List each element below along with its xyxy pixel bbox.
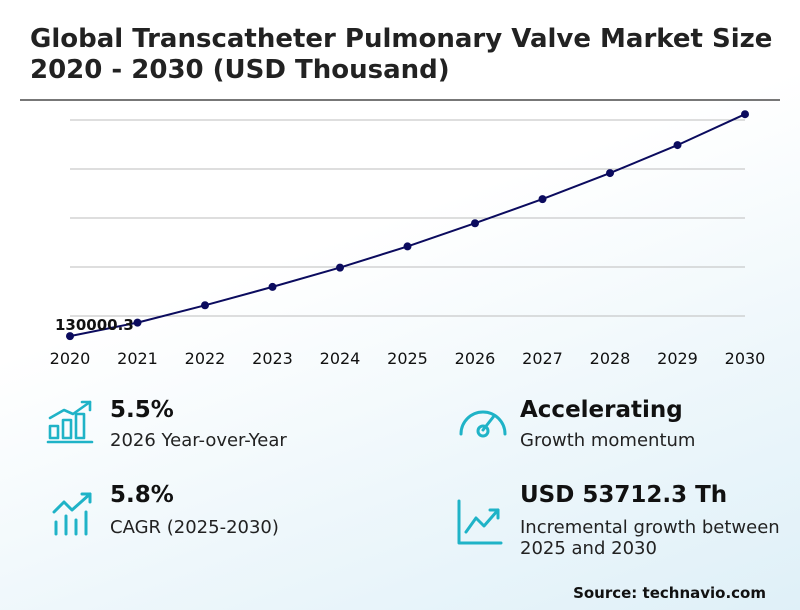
data-point-2026 — [471, 219, 479, 228]
grid-lines — [70, 119, 745, 317]
x-tick-2020: 2020 — [50, 349, 91, 368]
title-divider — [20, 99, 780, 101]
data-label-2020: 130000.3 — [55, 316, 134, 334]
kpi-incremental-label: Incremental growth between 2025 and 2030 — [520, 517, 780, 559]
x-tick-2027: 2027 — [522, 349, 563, 368]
x-tick-2023: 2023 — [252, 349, 293, 368]
data-point-2021 — [133, 318, 142, 327]
data-point-2027 — [538, 195, 547, 204]
x-tick-2022: 2022 — [185, 349, 226, 368]
line-chart-icon — [457, 499, 503, 545]
x-tick-2021: 2021 — [117, 349, 158, 368]
growth-chart-icon — [52, 492, 92, 536]
data-point-2020 — [66, 332, 74, 341]
data-points — [66, 110, 749, 341]
kpi-incremental-value: USD 53712.3 Th — [520, 482, 728, 508]
series-line — [69, 113, 746, 338]
x-tick-2030: 2030 — [725, 349, 766, 368]
kpi-yoy-value: 5.5% — [110, 397, 174, 423]
chart-title: Global Transcatheter Pulmonary Valve Mar… — [30, 24, 773, 85]
data-point-2023 — [268, 282, 277, 291]
kpi-momentum-value: Accelerating — [520, 397, 683, 423]
data-point-2029 — [673, 141, 682, 150]
data-point-2024 — [336, 263, 344, 272]
data-point-2022 — [201, 301, 209, 310]
x-tick-2029: 2029 — [657, 349, 698, 368]
data-point-2028 — [606, 169, 614, 178]
kpi-yoy-label: 2026 Year-over-Year — [110, 430, 287, 451]
x-tick-2026: 2026 — [455, 349, 496, 368]
x-tick-2028: 2028 — [590, 349, 631, 368]
x-tick-2025: 2025 — [387, 349, 428, 368]
data-point-2030 — [741, 110, 749, 119]
kpi-cagr-label: CAGR (2025-2030) — [110, 517, 279, 538]
data-point-2025 — [403, 242, 412, 251]
x-axis-ticks: 2020 2021 2022 2023 2024 2025 2026 2027 2028 2029… — [50, 349, 766, 368]
kpi-cagr-value: 5.8% — [110, 482, 174, 508]
line-chart: 2020 2021 2022 2023 2024 2025 2026 2027 2028 2029… — [50, 110, 766, 368]
x-tick-2024: 2024 — [320, 349, 361, 368]
source-credit: Source: technavio.com — [573, 584, 766, 602]
kpi-momentum-label: Growth momentum — [520, 430, 696, 451]
bar-chart-icon — [46, 400, 94, 444]
gauge-icon — [459, 410, 507, 438]
